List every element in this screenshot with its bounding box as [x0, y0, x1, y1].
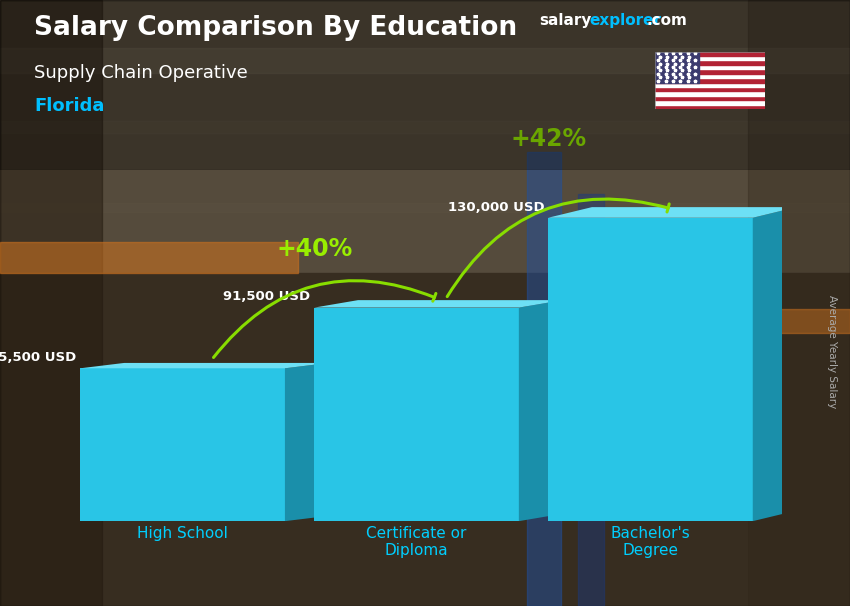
Bar: [638, 309, 850, 333]
Polygon shape: [753, 207, 796, 521]
Bar: [654, 96, 765, 100]
Text: .com: .com: [647, 13, 688, 28]
Bar: [654, 56, 765, 61]
Text: 65,500 USD: 65,500 USD: [0, 351, 76, 364]
Polygon shape: [285, 363, 329, 521]
Bar: [654, 82, 765, 87]
Bar: [654, 74, 765, 78]
Text: +42%: +42%: [510, 127, 586, 151]
Bar: [654, 105, 765, 109]
Bar: [654, 52, 765, 56]
Text: 91,500 USD: 91,500 USD: [224, 290, 310, 304]
Text: +40%: +40%: [276, 236, 352, 261]
Bar: [654, 61, 765, 65]
Bar: [654, 87, 765, 92]
Text: explorer: explorer: [589, 13, 661, 28]
Bar: [654, 92, 765, 96]
Text: Supply Chain Operative: Supply Chain Operative: [34, 64, 247, 82]
Bar: [0, 203, 850, 212]
Bar: [0, 273, 850, 606]
Polygon shape: [548, 207, 796, 218]
Bar: [0, 0, 850, 273]
Bar: [80, 368, 285, 521]
Bar: [748, 0, 850, 606]
Bar: [548, 218, 753, 521]
Text: Florida: Florida: [34, 97, 105, 115]
Polygon shape: [314, 300, 563, 308]
Bar: [0, 242, 298, 273]
Bar: [0, 121, 850, 133]
Text: Salary Comparison By Education: Salary Comparison By Education: [34, 15, 517, 41]
Bar: [654, 78, 765, 82]
Bar: [0, 0, 102, 606]
Polygon shape: [80, 363, 329, 368]
Polygon shape: [518, 300, 563, 521]
Bar: [654, 65, 765, 69]
Text: Average Yearly Salary: Average Yearly Salary: [827, 295, 837, 408]
Bar: [654, 100, 765, 105]
Bar: [578, 194, 603, 606]
Bar: [654, 69, 765, 74]
Text: 130,000 USD: 130,000 USD: [448, 201, 544, 213]
Bar: [314, 308, 518, 521]
Bar: [0, 48, 850, 73]
Bar: [527, 152, 561, 606]
Text: salary: salary: [540, 13, 592, 28]
Bar: [654, 52, 699, 82]
